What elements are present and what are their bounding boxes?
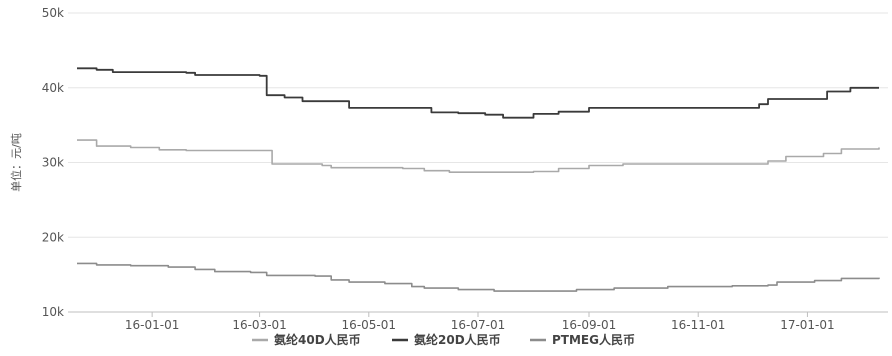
legend-item-0[interactable]: 氨纶40D人民币 xyxy=(252,332,361,347)
legend-label: 氨纶40D人民币 xyxy=(274,332,361,347)
y-tick-label: 10k xyxy=(42,305,64,319)
x-tick-label: 16-11-01 xyxy=(671,318,725,332)
x-tick-label: 17-01-01 xyxy=(780,318,834,332)
y-tick-labels: 10k 20k 30k 40k 50k xyxy=(42,6,64,319)
x-tick-label: 16-09-01 xyxy=(562,318,616,332)
legend-label: 氨纶20D人民币 xyxy=(414,332,501,347)
y-tick-label: 30k xyxy=(42,156,64,170)
series-line-0 xyxy=(77,139,880,173)
legend: 氨纶40D人民币 氨纶20D人民币 PTMEG人民币 xyxy=(252,332,635,347)
y-axis-label: 单位：元/吨 xyxy=(9,133,23,192)
legend-item-1[interactable]: 氨纶20D人民币 xyxy=(392,332,501,347)
y-tick-label: 50k xyxy=(42,6,64,20)
x-tick-label: 16-01-01 xyxy=(125,318,179,332)
series-line-2 xyxy=(77,262,880,292)
x-tick-label: 16-07-01 xyxy=(451,318,505,332)
x-tick-label: 16-03-01 xyxy=(232,318,286,332)
legend-label: PTMEG人民币 xyxy=(552,332,635,347)
y-tick-label: 40k xyxy=(42,81,64,95)
series-lines xyxy=(77,67,880,292)
x-tick-labels: 16-01-01 16-03-01 16-05-01 16-07-01 16-09-01… xyxy=(125,312,835,332)
series-line-1 xyxy=(77,67,879,119)
legend-item-2[interactable]: PTMEG人民币 xyxy=(530,332,635,347)
x-tick-label: 16-05-01 xyxy=(342,318,396,332)
y-tick-label: 20k xyxy=(42,230,64,244)
